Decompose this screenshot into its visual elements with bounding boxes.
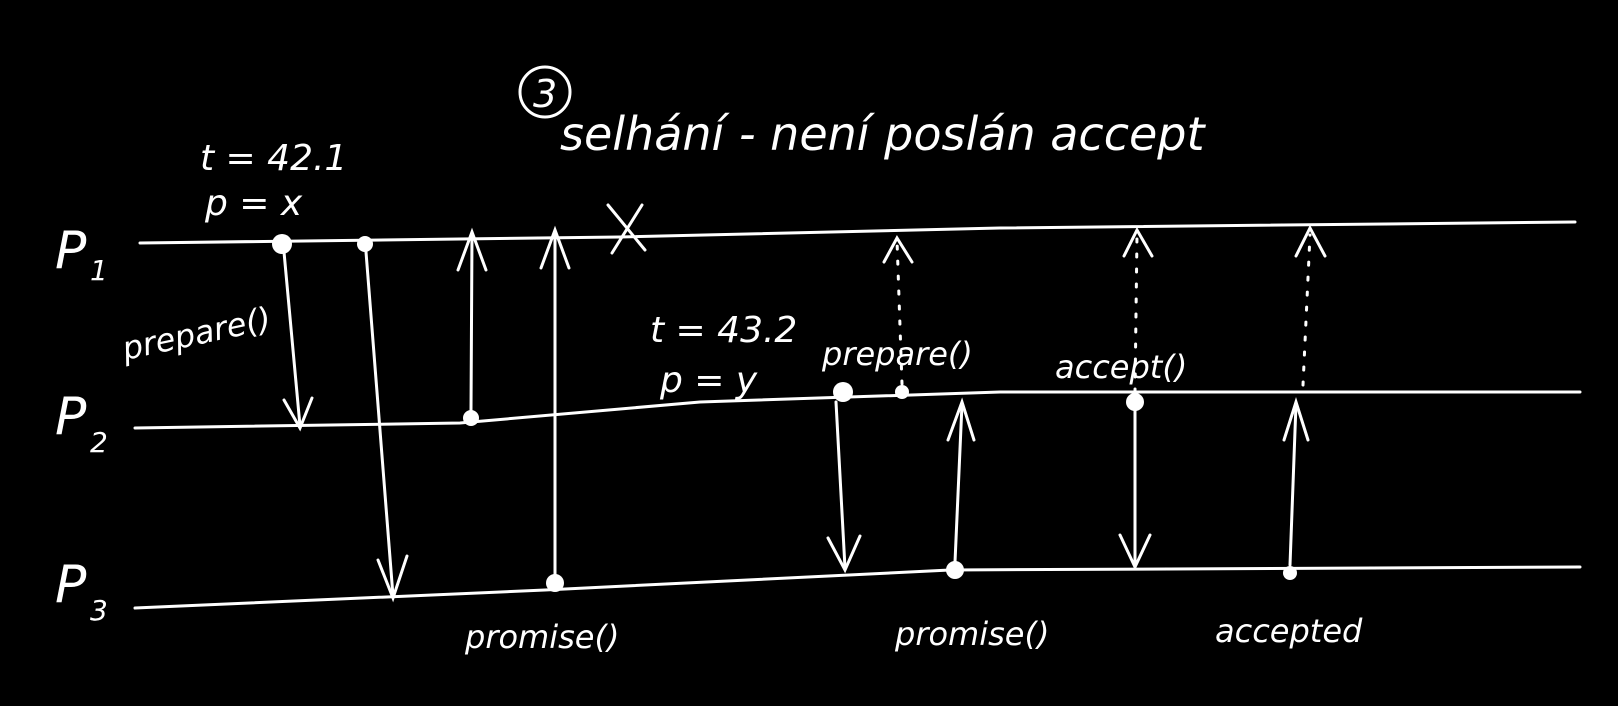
event-dot (272, 234, 292, 254)
message-label-prepare: prepare() (821, 335, 973, 373)
event-dot (1126, 393, 1144, 411)
event-dot (946, 561, 964, 579)
title-group: 3 selhání - není poslán accept (518, 65, 1207, 161)
message-arrow-promise-p2-p1 (456, 227, 488, 412)
lost-message-accepted-p2-p1 (1294, 224, 1327, 387)
message-label-accept: accept() (1055, 348, 1187, 386)
failure-x-mark (606, 203, 647, 255)
p1-value-annotation: p = x (204, 183, 303, 224)
svg-text:P: P (55, 555, 87, 615)
event-dot (546, 574, 564, 592)
message-arrow-promise-p3-p1 (539, 225, 571, 576)
message-label-prepare: prepare() (118, 299, 274, 368)
svg-text:1: 1 (90, 254, 108, 287)
lost-message-accept-p2-p1 (1122, 226, 1154, 394)
event-dot (833, 382, 853, 402)
p2-time-annotation: t = 43.2 (650, 310, 797, 351)
process-label-p1: P 1 (55, 221, 108, 287)
message-arrow-prepare-p1-p2 (282, 250, 314, 432)
message-arrow-accept-p2-p3 (1118, 408, 1152, 571)
message-arrow-prepare-p1-p3 (364, 250, 409, 603)
p2-value-annotation: p = y (659, 360, 758, 401)
process-label-p3: P 3 (55, 555, 108, 627)
timeline-p3 (133, 565, 1582, 610)
timeline-p2 (133, 390, 1582, 430)
svg-text:P: P (55, 387, 87, 447)
message-arrow-prepare-p2-p3 (826, 400, 862, 574)
message-arrow-promise-p3-p2 (946, 397, 976, 564)
p1-time-annotation: t = 42.1 (200, 138, 347, 179)
svg-text:2: 2 (90, 426, 108, 459)
message-arrow-accepted-p3-p2 (1282, 397, 1310, 567)
event-dot (1283, 566, 1297, 580)
message-label-promise: promise() (464, 618, 619, 656)
step-number: 3 (533, 72, 557, 116)
process-label-p2: P 2 (55, 387, 108, 459)
step-number-circle (518, 65, 572, 119)
timeline-p1 (138, 220, 1577, 245)
event-dot (895, 385, 909, 399)
title-text: selhání - není poslán accept (560, 107, 1207, 161)
message-label-accepted: accepted (1215, 612, 1363, 650)
svg-text:3: 3 (90, 594, 108, 627)
event-dot (463, 410, 479, 426)
event-dot (357, 236, 373, 252)
svg-text:P: P (55, 221, 87, 281)
message-label-promise: promise() (894, 615, 1049, 653)
lost-message-prepare-p2-p1 (882, 235, 914, 386)
